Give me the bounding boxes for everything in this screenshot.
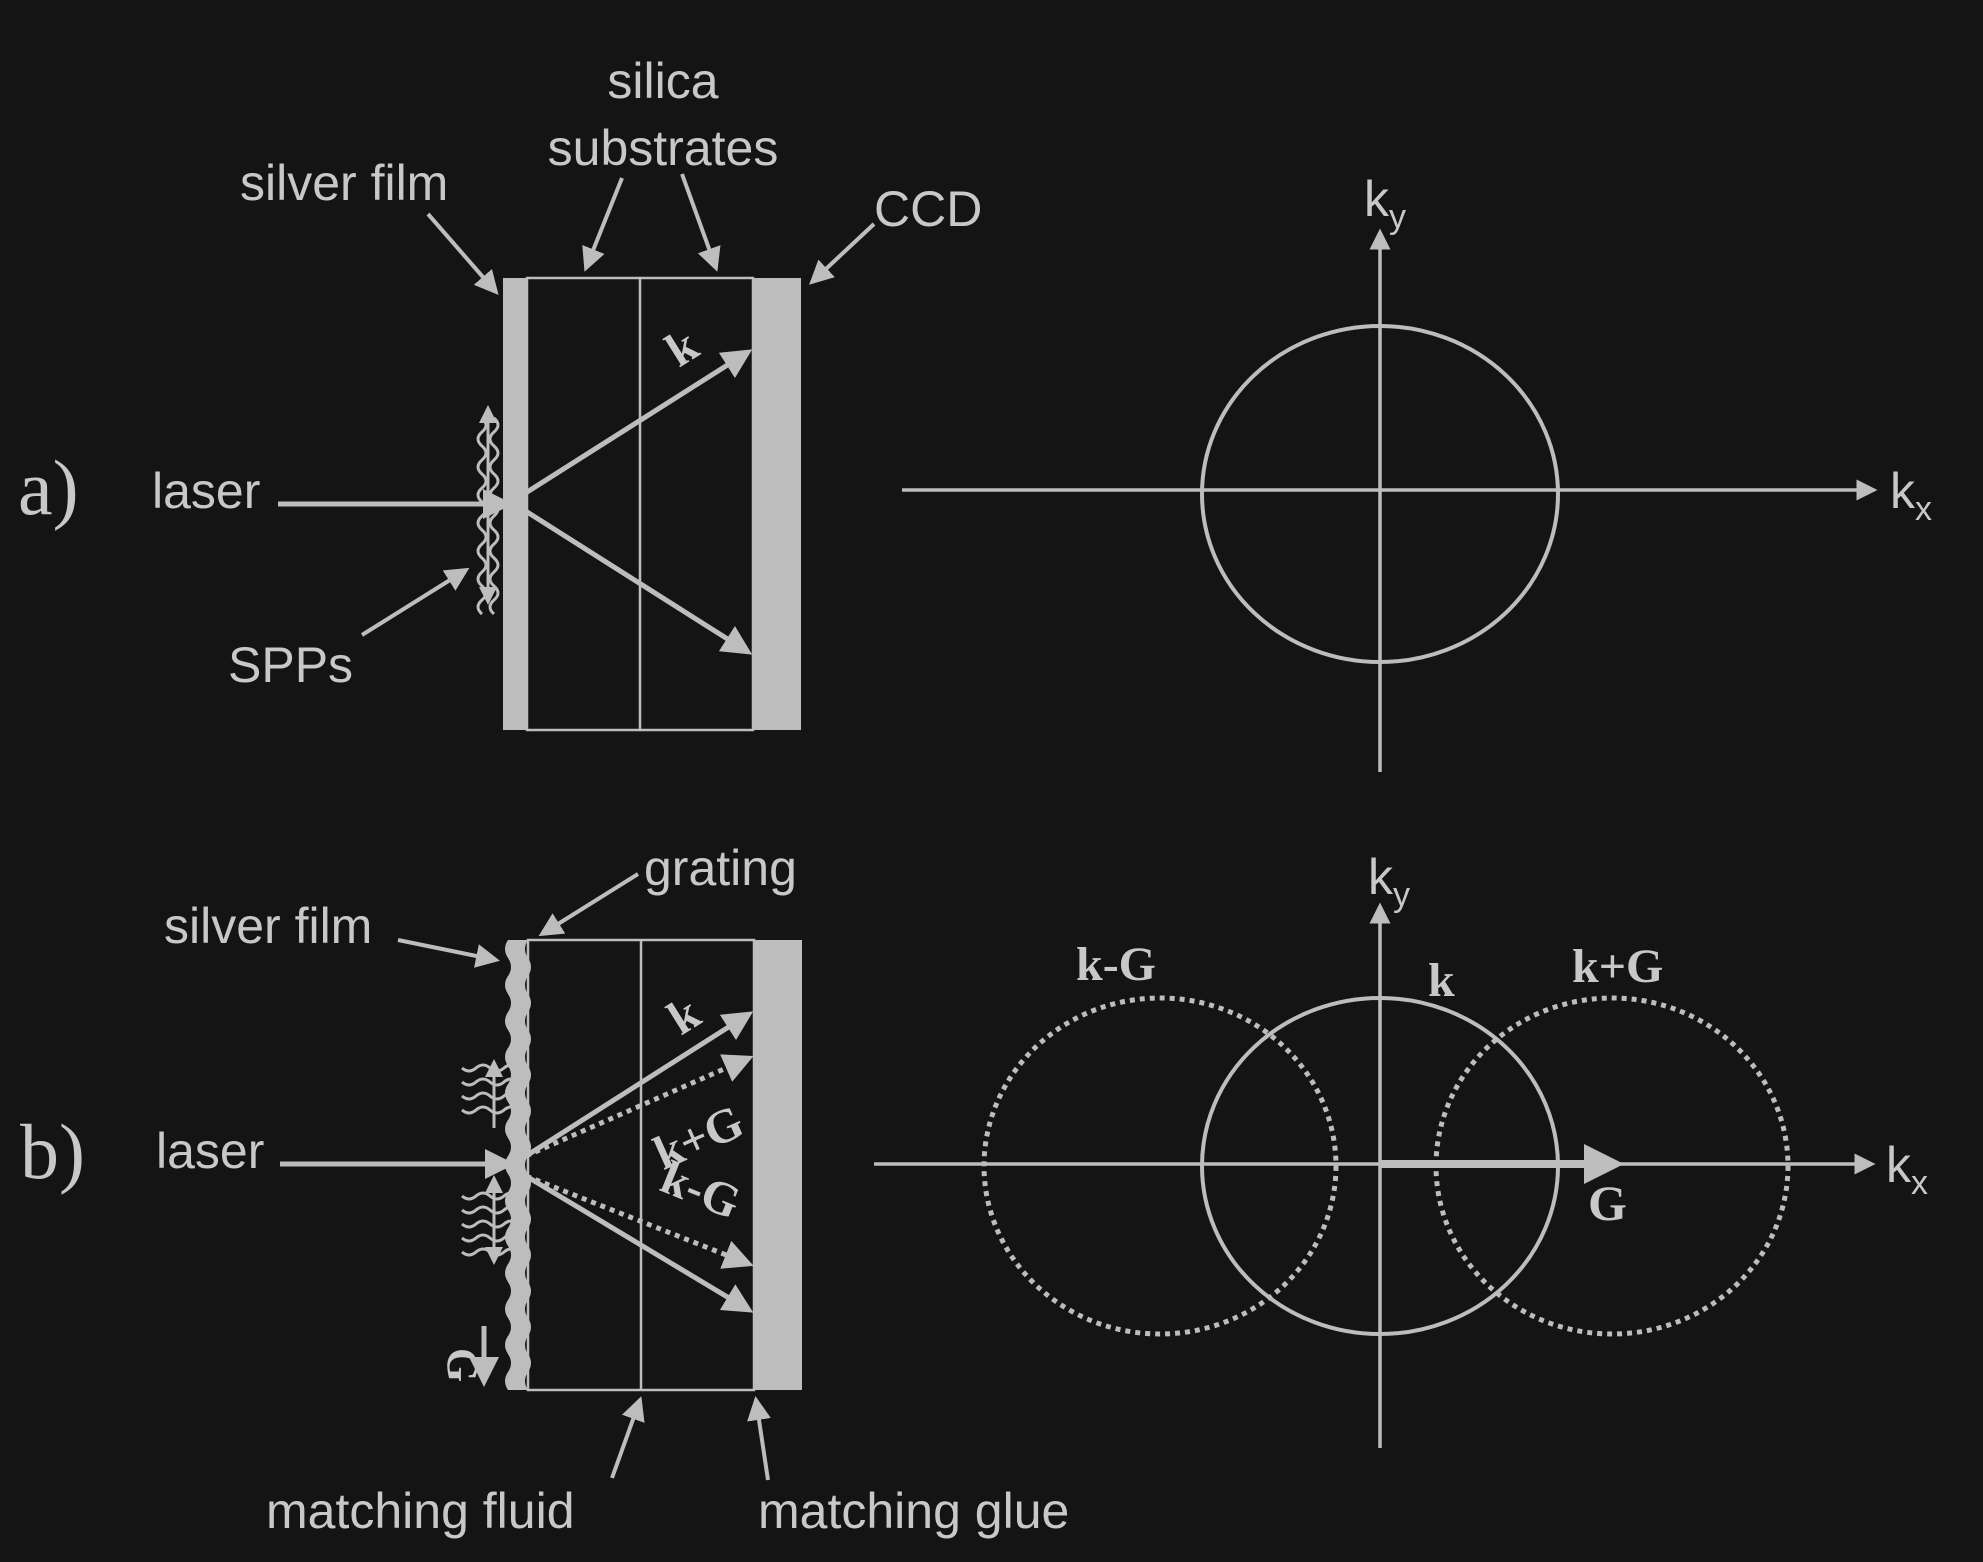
g-vector-label: G (1588, 1175, 1627, 1231)
silica-pointer-left (582, 177, 624, 272)
grating-pointer (538, 872, 640, 937)
k-plus-g-circle-label: k+G (1572, 940, 1663, 993)
k-ray-up-b (524, 1011, 754, 1159)
silver-film-label: silver film (240, 155, 448, 211)
ccd-detector (753, 278, 801, 730)
k-minus-g-circle-label: k-G (1076, 938, 1156, 991)
k-ray-down (522, 507, 753, 655)
silica-label-line1: silica (607, 53, 718, 109)
laser-label: laser (152, 463, 260, 519)
k-ray-label: k (657, 318, 708, 377)
k-ray-label-b: k (659, 986, 710, 1045)
spps-label: SPPs (228, 637, 353, 693)
grating-vector-label: G (438, 1348, 487, 1382)
k-circle-label: k (1428, 954, 1455, 1007)
k-plus-g-ray (524, 1054, 754, 1159)
panel-b-label: b) (20, 1108, 85, 1195)
spps-pointer-arrow (360, 567, 470, 637)
ccd-pointer (809, 222, 876, 285)
ccd-label: CCD (874, 181, 982, 237)
silver-film-label-b: silver film (164, 898, 372, 954)
k-minus-g-ray-label: k-G (654, 1151, 748, 1230)
spp-wave-b-lower-5 (461, 1247, 519, 1257)
laser-label-b: laser (156, 1123, 264, 1179)
matching-glue-label: matching glue (758, 1483, 1069, 1539)
panel-a: a) laser SPPs silver film CCD silica sub… (18, 53, 1932, 772)
k-circle (1200, 324, 1560, 664)
silver-film (503, 278, 527, 730)
silica-pointer-right (680, 173, 721, 272)
matching-fluid-label: matching fluid (266, 1483, 575, 1539)
silver-film-pointer (426, 212, 499, 296)
spp-wave-b-upper-4 (461, 1105, 519, 1115)
k-minus-g-circle (981, 995, 1339, 1337)
silver-film-pointer-b (397, 938, 500, 968)
spp-wave-left (476, 416, 488, 616)
matching-glue-pointer (747, 1396, 771, 1481)
kx-axis-label-b: kx (1886, 1137, 1928, 1202)
silica-label-line2: substrates (548, 120, 779, 176)
spp-wave-b-lower-3 (461, 1219, 519, 1229)
k-ray-down-b (524, 1173, 754, 1313)
matching-fluid-pointer (610, 1396, 645, 1479)
kx-axis-label: kx (1890, 463, 1932, 528)
grating-label: grating (644, 840, 797, 896)
panel-a-label: a) (18, 444, 79, 531)
spp-wave-b-upper-2 (461, 1077, 519, 1087)
k-ray-up (522, 349, 753, 497)
panel-b: b) laser silver film grating G (20, 840, 1928, 1539)
ky-axis-label-b: ky (1368, 849, 1410, 914)
ky-axis-label: ky (1364, 171, 1406, 236)
ccd-detector-b (754, 940, 802, 1390)
grating-silver-film (505, 940, 531, 1390)
spp-wave-right (488, 416, 500, 616)
